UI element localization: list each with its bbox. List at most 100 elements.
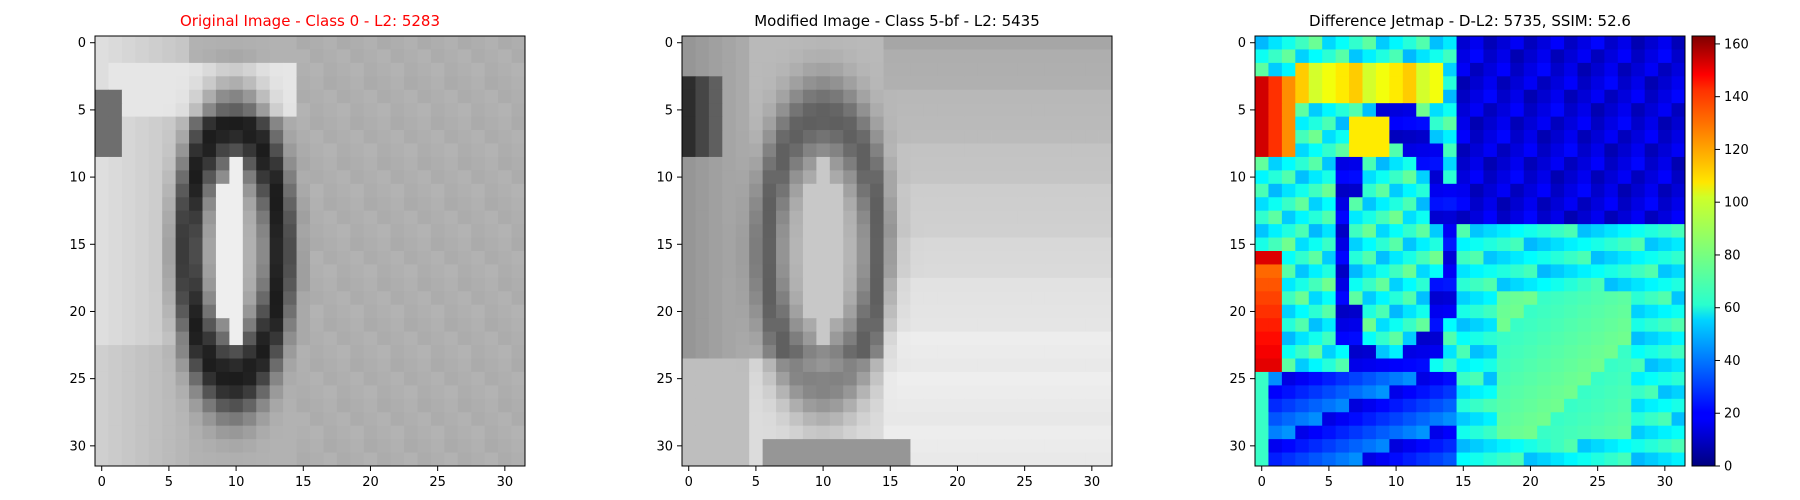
pixel xyxy=(1604,143,1619,158)
pixel xyxy=(1268,439,1283,453)
pixel xyxy=(1375,318,1390,333)
pixel xyxy=(1456,412,1471,427)
pixel xyxy=(1362,183,1377,198)
pixel xyxy=(256,156,271,171)
pixel xyxy=(682,371,696,386)
pixel xyxy=(1564,76,1578,91)
pixel xyxy=(1004,156,1019,171)
pixel xyxy=(1590,452,1605,467)
pixel xyxy=(1550,331,1565,346)
pixel xyxy=(1671,62,1686,77)
pixel xyxy=(283,197,297,212)
pixel xyxy=(350,62,365,77)
pixel xyxy=(1335,156,1350,171)
pixel xyxy=(108,76,123,91)
pixel xyxy=(1456,170,1471,185)
pixel xyxy=(937,143,952,158)
pixel xyxy=(762,183,777,198)
colorbar-tick-label: 100 xyxy=(1724,196,1749,211)
pixel xyxy=(1085,331,1099,346)
pixel xyxy=(1590,318,1605,333)
pixel xyxy=(789,412,804,427)
pixel xyxy=(977,358,992,373)
pixel xyxy=(336,156,351,171)
pixel xyxy=(336,291,351,306)
pixel xyxy=(471,210,486,225)
pixel xyxy=(1644,345,1659,359)
pixel xyxy=(1429,371,1444,386)
pixel xyxy=(923,183,938,198)
pixel xyxy=(1295,318,1310,333)
pixel xyxy=(1470,291,1484,306)
pixel xyxy=(430,130,445,144)
pixel xyxy=(430,76,445,91)
pixel xyxy=(1004,304,1019,319)
pixel xyxy=(95,197,109,212)
pixel xyxy=(1255,143,1269,158)
pixel xyxy=(1590,183,1605,198)
pixel xyxy=(350,76,365,91)
pixel xyxy=(269,304,284,319)
pixel xyxy=(256,318,271,333)
pixel xyxy=(735,425,750,440)
pixel xyxy=(1564,143,1578,158)
pixel xyxy=(1429,452,1444,467)
pixel xyxy=(189,224,203,238)
pixel xyxy=(682,358,696,373)
pixel xyxy=(390,345,405,359)
pixel xyxy=(883,76,898,91)
pixel xyxy=(1098,237,1113,252)
pixel xyxy=(95,103,109,118)
pixel xyxy=(1281,251,1296,265)
pixel xyxy=(950,385,965,400)
pixel xyxy=(1402,277,1417,292)
pixel xyxy=(1362,358,1377,373)
pixel xyxy=(162,210,177,225)
pixel xyxy=(471,304,486,319)
pixel xyxy=(269,143,284,158)
pixel xyxy=(1658,385,1672,400)
pixel xyxy=(1335,412,1350,427)
pixel xyxy=(471,36,486,50)
pixel xyxy=(1510,304,1525,319)
pixel xyxy=(1510,76,1525,91)
pixel xyxy=(762,345,777,359)
pixel xyxy=(323,143,338,158)
pixel xyxy=(950,89,965,104)
pixel xyxy=(1071,264,1086,279)
pixel xyxy=(1268,358,1283,373)
pixel xyxy=(404,251,418,265)
pixel xyxy=(1429,251,1444,265)
pixel xyxy=(310,89,324,104)
pixel xyxy=(1564,130,1578,144)
pixel xyxy=(202,89,217,104)
pixel xyxy=(417,412,432,427)
pixel xyxy=(444,345,459,359)
pixel xyxy=(910,358,925,373)
pixel xyxy=(175,277,190,292)
pixel xyxy=(816,345,831,359)
pixel xyxy=(457,130,472,144)
pixel xyxy=(1362,116,1377,131)
pixel xyxy=(870,130,884,144)
pixel xyxy=(310,237,324,252)
pixel xyxy=(1255,331,1269,346)
pixel xyxy=(883,331,898,346)
pixel xyxy=(430,277,445,292)
pixel xyxy=(511,277,526,292)
pixel xyxy=(189,398,203,413)
pixel xyxy=(377,345,392,359)
pixel xyxy=(1375,237,1390,252)
pixel xyxy=(1281,331,1296,346)
pixel xyxy=(1255,251,1269,265)
pixel xyxy=(1537,36,1552,50)
pixel xyxy=(471,76,486,91)
pixel xyxy=(1322,371,1337,386)
pixel xyxy=(1044,103,1059,118)
pixel xyxy=(350,331,365,346)
pixel xyxy=(1281,439,1296,453)
pixel xyxy=(1617,89,1632,104)
pixel xyxy=(1443,371,1457,386)
pixel xyxy=(1523,210,1538,225)
